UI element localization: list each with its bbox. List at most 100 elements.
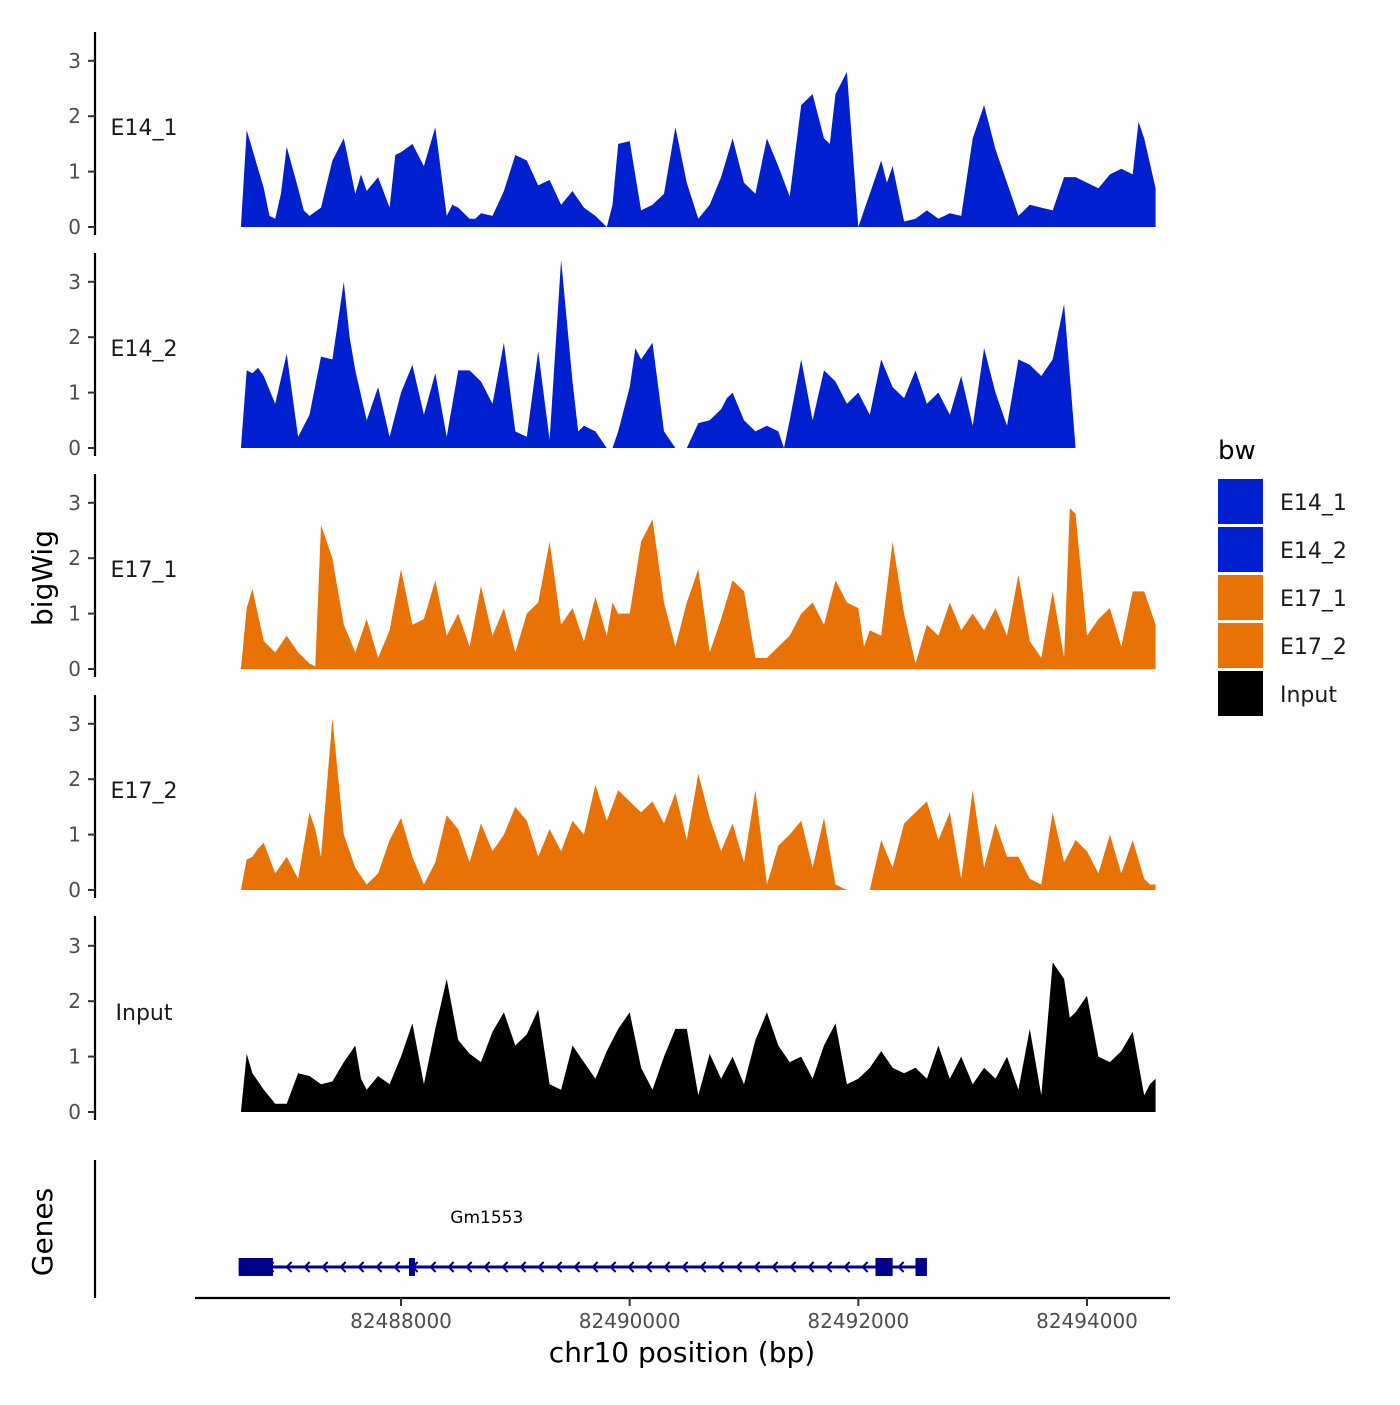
- legend-title: bw: [1218, 436, 1256, 466]
- track-E14_1: 0 1 2 3 E14_1: [68, 32, 1156, 239]
- y-tick-label: 0: [68, 1100, 81, 1124]
- track-label: E14_2: [111, 337, 178, 362]
- y-tick-label: 2: [68, 989, 81, 1013]
- legend-label: E17_1: [1280, 587, 1347, 612]
- tracks-layer: 0 1 2 3 E14_1 0 1 2 3 E14_2 0 1 2 3 E17_1 0 1 2 3 E17_2 0 1 2 3…: [68, 32, 1156, 1124]
- y-tick-label: 3: [68, 270, 81, 294]
- track-label: E17_1: [111, 558, 178, 583]
- x-axis-title: chr10 position (bp): [549, 1336, 815, 1369]
- y-tick-label: 0: [68, 657, 81, 681]
- strand-arrow: [321, 1261, 329, 1273]
- strand-arrow: [735, 1261, 743, 1273]
- strand-arrow: [717, 1261, 725, 1273]
- strand-arrow: [843, 1261, 851, 1273]
- genes-track: Gm1553: [93, 1160, 927, 1298]
- strand-arrow: [465, 1261, 473, 1273]
- legend-label: E17_2: [1280, 635, 1347, 660]
- x-tick-label: 82490000: [579, 1309, 681, 1333]
- exon-block: [238, 1258, 273, 1276]
- y-tick-label: 1: [68, 1045, 81, 1069]
- track-label: E17_2: [111, 779, 178, 804]
- x-tick-label: 82492000: [807, 1309, 909, 1333]
- strand-arrow: [861, 1261, 869, 1273]
- legend-swatch: [1218, 479, 1263, 524]
- y-tick-label: 0: [68, 878, 81, 902]
- track-label: Input: [116, 1001, 173, 1026]
- legend-item-E17_2: E17_2: [1218, 623, 1347, 668]
- legend-label: Input: [1280, 683, 1337, 708]
- strand-arrow: [591, 1261, 599, 1273]
- strand-arrow: [753, 1261, 761, 1273]
- strand-arrow: [897, 1261, 905, 1273]
- y-tick-label: 1: [68, 381, 81, 405]
- y-tick-label: 3: [68, 491, 81, 515]
- strand-arrow: [789, 1261, 797, 1273]
- strand-arrow: [339, 1261, 347, 1273]
- exon-block: [875, 1258, 893, 1276]
- legend-swatch: [1218, 671, 1263, 716]
- genes-axis-title: Genes: [26, 1188, 59, 1276]
- x-tick-label: 82488000: [350, 1309, 452, 1333]
- strand-arrow: [285, 1261, 293, 1273]
- strand-arrow: [807, 1261, 815, 1273]
- strand-arrow: [519, 1261, 527, 1273]
- y-axis-title: bigWig: [26, 530, 59, 626]
- gene-label: Gm1553: [450, 1208, 523, 1228]
- track-E17_2: 0 1 2 3 E17_2: [68, 695, 1156, 902]
- y-tick-label: 3: [68, 49, 81, 73]
- strand-arrow: [645, 1261, 653, 1273]
- y-tick-label: 1: [68, 823, 81, 847]
- y-tick-label: 2: [68, 325, 81, 349]
- strand-arrow: [537, 1261, 545, 1273]
- coverage-area-Input: [240, 962, 1156, 1112]
- exon-block: [915, 1258, 927, 1276]
- strand-arrow: [699, 1261, 707, 1273]
- legend-label: E14_1: [1280, 491, 1347, 516]
- y-tick-label: 1: [68, 160, 81, 184]
- strand-arrow: [771, 1261, 779, 1273]
- track-E14_2: 0 1 2 3 E14_2: [68, 253, 1156, 460]
- y-tick-label: 0: [68, 215, 81, 239]
- strand-arrow: [375, 1261, 383, 1273]
- strand-arrow: [663, 1261, 671, 1273]
- y-tick-label: 2: [68, 546, 81, 570]
- legend-label: E14_2: [1280, 539, 1347, 564]
- strand-arrow: [429, 1261, 437, 1273]
- coverage-area-E14_2: [240, 259, 1156, 448]
- y-tick-label: 1: [68, 602, 81, 626]
- x-axis: 82488000 82490000 82492000 82494000: [195, 1296, 1170, 1333]
- y-tick-label: 2: [68, 767, 81, 791]
- strand-arrow: [357, 1261, 365, 1273]
- strand-arrow: [627, 1261, 635, 1273]
- strand-arrow: [555, 1261, 563, 1273]
- track-label: E14_1: [111, 116, 178, 141]
- legend-swatch: [1218, 575, 1263, 620]
- y-tick-label: 3: [68, 712, 81, 736]
- y-tick-label: 3: [68, 934, 81, 958]
- strand-arrow: [447, 1261, 455, 1273]
- strand-arrow: [483, 1261, 491, 1273]
- track-E17_1: 0 1 2 3 E17_1: [68, 474, 1156, 681]
- exon-block: [409, 1258, 416, 1276]
- track-Input: 0 1 2 3 Input: [68, 916, 1156, 1124]
- strand-arrow: [501, 1261, 509, 1273]
- strand-arrow: [303, 1261, 311, 1273]
- strand-arrow: [573, 1261, 581, 1273]
- legend-item-E17_1: E17_1: [1218, 575, 1347, 620]
- coverage-area-E17_1: [240, 508, 1156, 669]
- coverage-area-E17_2: [240, 718, 1156, 890]
- legend-item-E14_2: E14_2: [1218, 527, 1347, 572]
- legend-item-E14_1: E14_1: [1218, 479, 1347, 524]
- strand-arrow: [609, 1261, 617, 1273]
- legend-item-Input: Input: [1218, 671, 1337, 716]
- legend-swatch: [1218, 623, 1263, 668]
- strand-arrow: [681, 1261, 689, 1273]
- legend: bw E14_1 E14_2 E17_1 E17_2 Input: [1218, 436, 1347, 716]
- y-tick-label: 2: [68, 104, 81, 128]
- strand-arrow: [825, 1261, 833, 1273]
- strand-arrow: [393, 1261, 401, 1273]
- y-tick-label: 0: [68, 436, 81, 460]
- coverage-area-E14_1: [240, 71, 1156, 228]
